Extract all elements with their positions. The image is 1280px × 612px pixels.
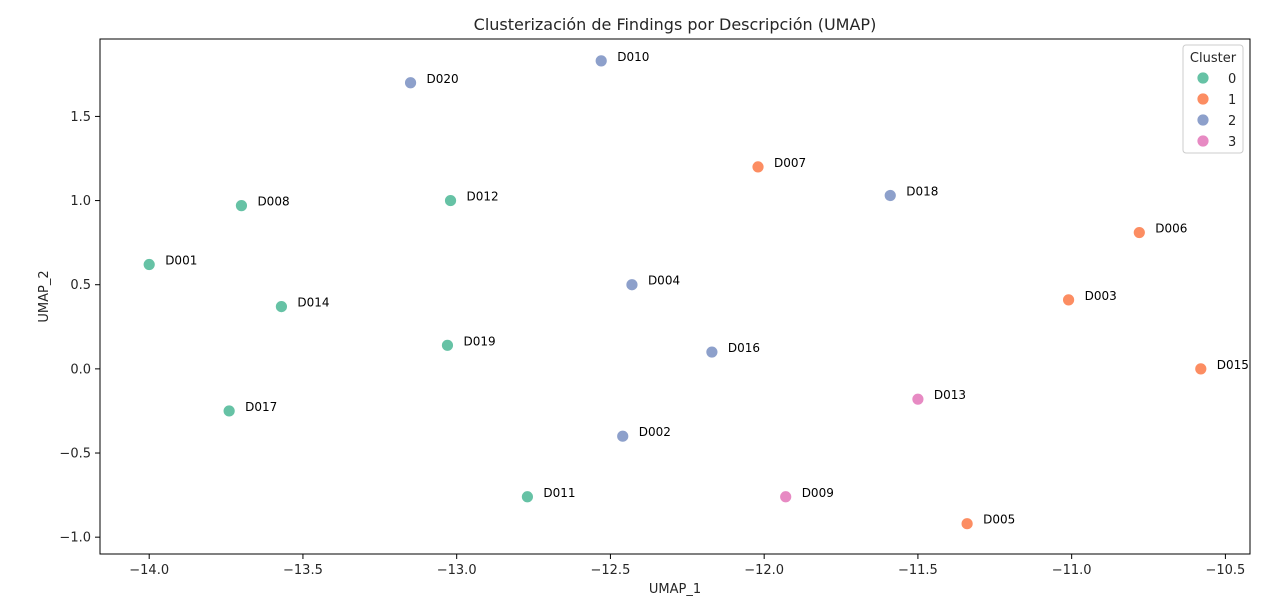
- y-axis: −1.0 −0.5 0.0 0.5 1.0 1.5: [59, 110, 100, 546]
- point-label-d019: D019: [463, 334, 495, 348]
- x-tick-label: −14.0: [129, 563, 169, 578]
- legend-marker-0: [1196, 71, 1210, 85]
- x-tick-label: −10.5: [1205, 563, 1245, 578]
- data-point-d006: [1132, 226, 1146, 239]
- point-label-d015: D015: [1217, 358, 1249, 372]
- y-axis-label: UMAP_2: [37, 270, 52, 322]
- legend-marker-1: [1196, 92, 1210, 106]
- point-label-d002: D002: [639, 425, 671, 439]
- point-label-d016: D016: [728, 341, 760, 355]
- data-point-d009: [779, 490, 793, 504]
- data-point-d014: [275, 300, 288, 313]
- data-point-d005: [960, 517, 974, 531]
- data-point-d020: [404, 76, 417, 90]
- x-axis: −14.0 −13.5 −13.0 −12.5 −12.0 −11.5 −11.0 −10.5: [129, 554, 1245, 578]
- y-tick-label: 0.5: [70, 278, 91, 293]
- point-label-d013: D013: [934, 388, 966, 402]
- legend-marker-3: [1196, 134, 1210, 148]
- point-label-d012: D012: [467, 190, 499, 204]
- point-label-d011: D011: [543, 486, 575, 500]
- data-point-d017: [222, 404, 236, 418]
- legend-label-2: 2: [1228, 114, 1236, 129]
- x-tick-label: −11.0: [1052, 563, 1092, 578]
- x-tick-label: −12.5: [591, 563, 631, 578]
- legend-label-3: 3: [1228, 135, 1236, 150]
- legend-label-1: 1: [1228, 93, 1236, 108]
- y-tick-label: 0.0: [70, 362, 91, 377]
- legend-box: [1182, 44, 1244, 154]
- legend: Cluster 0 1 2 3: [1182, 44, 1244, 154]
- point-label-d005: D005: [983, 513, 1015, 527]
- point-label-d020: D020: [427, 72, 459, 86]
- legend-marker-2: [1196, 113, 1210, 127]
- data-point-d007: [751, 160, 765, 174]
- y-tick-label: −1.0: [59, 531, 91, 546]
- point-label-d004: D004: [648, 274, 680, 288]
- data-point-d001: [142, 258, 156, 271]
- point-label-d018: D018: [906, 185, 938, 199]
- data-point-d002: [616, 429, 630, 443]
- data-point-d008: [235, 199, 248, 213]
- point-label-d010: D010: [617, 50, 649, 64]
- data-points: D001 D002 D003 D004 D005 D006 D007 D008 D009 D010…: [142, 50, 1249, 531]
- data-point-d010: [594, 54, 608, 68]
- legend-label-0: 0: [1228, 72, 1236, 87]
- x-axis-label: UMAP_1: [649, 582, 701, 597]
- x-tick-label: −11.5: [898, 563, 938, 578]
- y-tick-label: 1.0: [70, 194, 91, 209]
- y-tick-label: −0.5: [59, 447, 91, 462]
- data-point-d011: [521, 490, 534, 504]
- data-point-d019: [441, 338, 454, 352]
- data-point-d003: [1062, 293, 1075, 307]
- legend-entries: 0 1 2 3: [1196, 71, 1236, 150]
- data-point-d018: [883, 189, 897, 202]
- data-point-d004: [625, 278, 639, 292]
- x-tick-label: −12.0: [744, 563, 784, 578]
- point-label-d008: D008: [257, 195, 289, 209]
- point-label-d006: D006: [1155, 222, 1187, 236]
- data-point-d016: [705, 345, 719, 359]
- x-tick-label: −13.0: [437, 563, 477, 578]
- point-label-d007: D007: [774, 156, 806, 170]
- point-label-d003: D003: [1085, 289, 1117, 303]
- legend-title: Cluster: [1190, 51, 1237, 66]
- data-point-d012: [444, 194, 457, 207]
- chart-title: Clusterización de Findings por Descripci…: [474, 15, 877, 34]
- point-label-d001: D001: [165, 254, 197, 268]
- y-tick-label: 1.5: [70, 110, 91, 125]
- data-point-d015: [1194, 362, 1208, 376]
- x-tick-label: −13.5: [283, 563, 323, 578]
- plot-area-frame: [99, 38, 1251, 555]
- point-label-d009: D009: [802, 486, 834, 500]
- point-label-d017: D017: [245, 400, 277, 414]
- data-point-d013: [911, 392, 925, 406]
- point-label-d014: D014: [297, 296, 329, 310]
